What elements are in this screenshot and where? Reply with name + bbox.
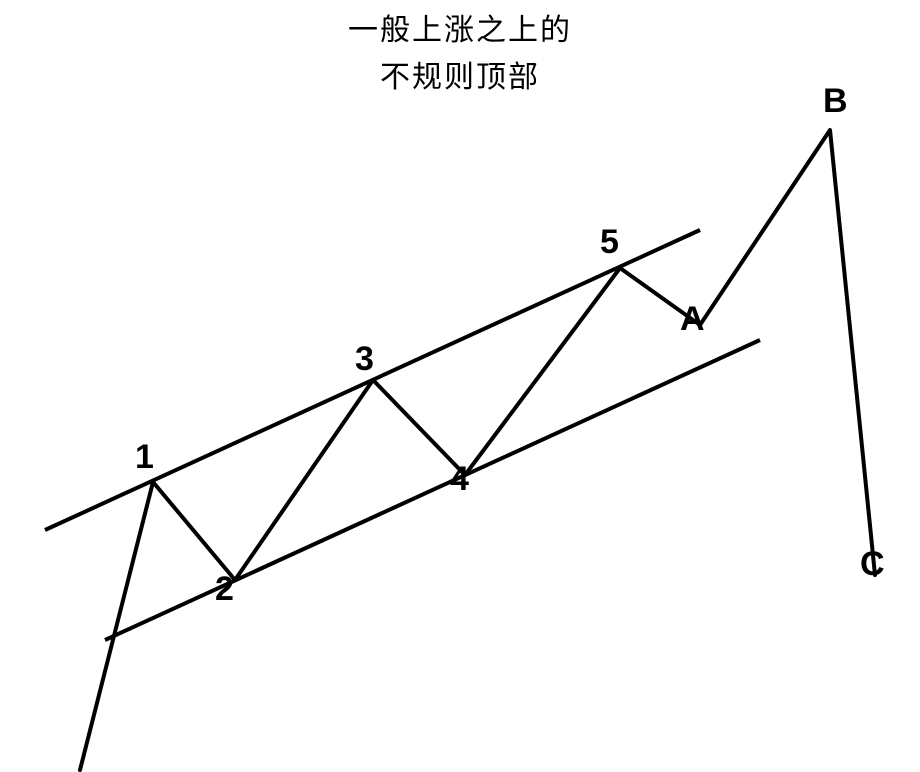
wave-label-3: 3 (355, 340, 374, 379)
wave-diagram (0, 0, 920, 772)
wave-label-C: C (860, 545, 885, 584)
wave-label-4: 4 (450, 460, 469, 499)
wave-label-A: A (680, 300, 705, 339)
wave-label-5: 5 (600, 223, 619, 262)
channel-lower-line (105, 340, 760, 640)
wave-polyline (80, 130, 875, 770)
wave-label-1: 1 (135, 438, 154, 477)
wave-label-B: B (823, 82, 848, 121)
wave-label-2: 2 (215, 570, 234, 609)
